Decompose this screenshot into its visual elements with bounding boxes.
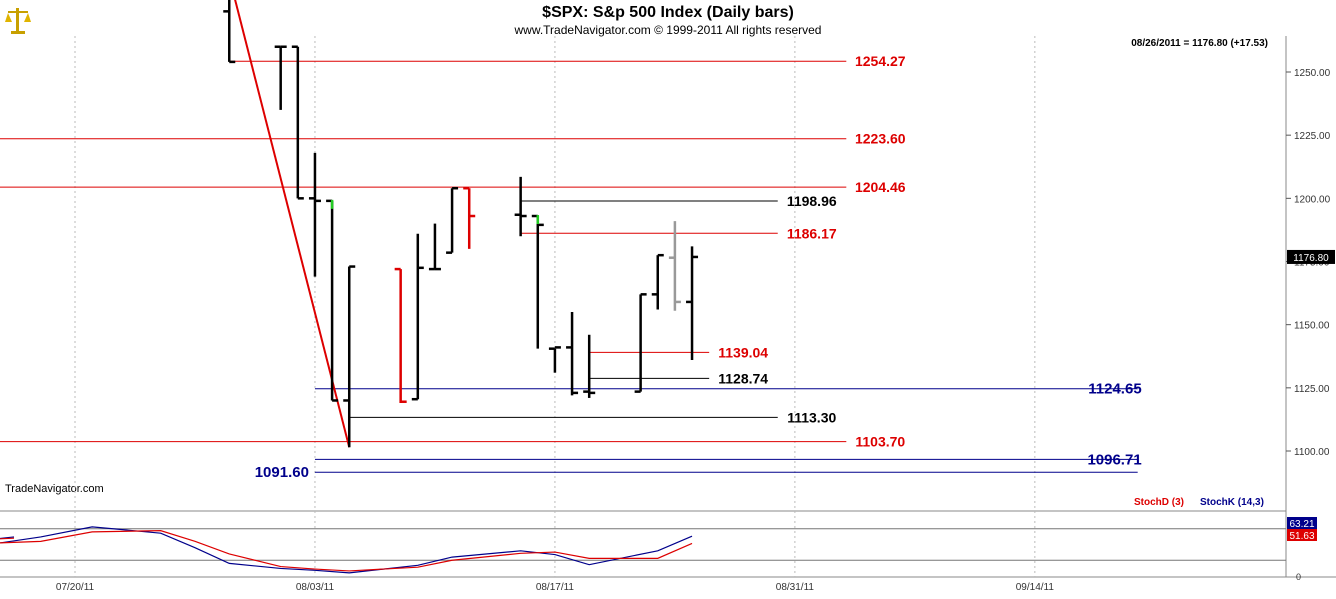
level-label-1198.96: 1198.96 <box>787 193 837 209</box>
copyright-text: www.TradeNavigator.com © 1999-2011 All r… <box>514 23 822 37</box>
stochd-value: 51.63 <box>1289 531 1314 542</box>
stoch-tick-label: 0 <box>1296 572 1301 582</box>
x-axis: 07/20/11 08/03/11 08/17/11 08/31/11 09/14/11 <box>56 582 1054 593</box>
ohlc-bar-2011-08-15 <box>514 176 527 237</box>
chart-title: $SPX: S&p 500 Index (Daily bars) <box>542 4 794 21</box>
stochd-value-flag: 51.63 <box>1287 529 1317 542</box>
ohlc-bar-2011-08-03 <box>308 152 321 277</box>
ohlc-bar-2011-07-29 <box>223 0 236 64</box>
level-label-1204.46: 1204.46 <box>855 179 906 195</box>
level-label-1186.17: 1186.17 <box>787 225 837 241</box>
stoch-series-StochK (14,3) <box>0 526 693 574</box>
x-tick-label: 08/31/11 <box>776 582 815 593</box>
level-label-1124.65: 1124.65 <box>1088 381 1141 398</box>
x-tick-label: 07/20/11 <box>56 582 95 593</box>
level-label-1128.74: 1128.74 <box>718 370 768 386</box>
x-tick-label: 08/03/11 <box>296 582 335 593</box>
y-tick-label: 1225.00 <box>1294 131 1331 142</box>
watermark: TradeNavigator.com <box>5 483 104 495</box>
ohlc-bar-2011-08-18 <box>566 312 579 396</box>
level-label-1096.71: 1096.71 <box>1087 451 1141 468</box>
grid-layer <box>74 36 1036 577</box>
ohlc-bar-2011-08-11 <box>446 186 459 254</box>
ohlc-bar-2011-08-09 <box>411 233 424 401</box>
ohlc-bar-2011-08-05 <box>343 265 356 448</box>
level-label-1103.70: 1103.70 <box>855 434 905 450</box>
level-label-1223.60: 1223.60 <box>855 131 906 147</box>
level-label-1091.60: 1091.60 <box>255 464 309 481</box>
current-price-label: 1176.80 <box>1293 253 1329 264</box>
ohlc-bar-2011-08-08 <box>394 267 407 403</box>
level-label-1113.30: 1113.30 <box>787 409 836 425</box>
y-tick-label: 1150.00 <box>1294 321 1330 332</box>
last-quote: 08/26/2011 = 1176.80 (+17.53) <box>1131 38 1268 49</box>
trendline <box>234 0 351 448</box>
ohlc-bar-2011-08-23 <box>651 253 664 310</box>
balance-scale-logo-icon <box>5 8 31 34</box>
level-label-1139.04: 1139.04 <box>718 344 768 360</box>
y-tick-label: 1125.00 <box>1294 384 1330 395</box>
bars-layer <box>223 0 699 448</box>
ohlc-bar-2011-08-10 <box>428 223 441 271</box>
stochk-value: 63.21 <box>1289 519 1314 530</box>
levels-layer: 1254.27 1223.60 1204.46 1198.96 1186.17 1139.… <box>0 53 1142 481</box>
current-price-flag: 1176.80 <box>1287 249 1335 264</box>
stoch-series-StochD (3) <box>0 530 693 572</box>
ohlc-bar-2011-08-25 <box>686 246 699 361</box>
stochastic-pane: 075 <box>0 525 1306 582</box>
x-tick-label: 09/14/11 <box>1016 582 1055 593</box>
x-tick-label: 08/17/11 <box>536 582 575 593</box>
legend-stochk: StochK (14,3) <box>1200 497 1264 508</box>
stochk-value-flag: 63.21 <box>1287 517 1317 530</box>
ohlc-bar-2011-08-17 <box>548 346 561 373</box>
ohlc-bar-2011-08-01 <box>274 45 287 110</box>
level-label-1254.27: 1254.27 <box>855 53 906 69</box>
trendline-layer <box>234 0 351 448</box>
y-tick-label: 1100.00 <box>1294 447 1330 458</box>
y-tick-label: 1250.00 <box>1294 68 1331 79</box>
ohlc-bar-2011-08-22 <box>634 293 647 393</box>
ohlc-bar-2011-08-19 <box>583 334 596 398</box>
y-tick-label: 1200.00 <box>1294 194 1331 205</box>
ohlc-bar-2011-08-12 <box>463 186 476 249</box>
legend-stochd: StochD (3) <box>1134 497 1184 508</box>
ohlc-bar-2011-08-24 <box>668 221 681 311</box>
ohlc-bar-2011-08-02 <box>291 45 304 200</box>
